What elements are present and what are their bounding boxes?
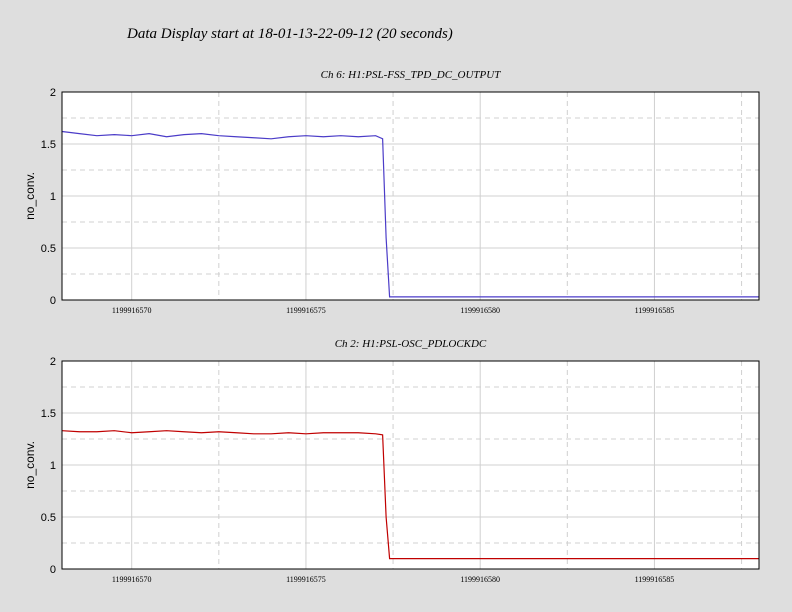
plot-border: [61, 360, 760, 570]
series-line: [61, 430, 759, 560]
y-tick-label: 2: [50, 356, 56, 368]
y-tick-label: 0.5: [41, 243, 56, 255]
x-tick-label: 1199916585: [635, 306, 675, 315]
y-tick-label: 1: [50, 191, 56, 203]
x-tick-label: 1199916580: [460, 306, 500, 315]
x-tick-label: 1199916575: [286, 306, 326, 315]
page-title: Data Display start at 18-01-13-22-09-12 …: [126, 26, 453, 42]
chart-title: Ch 6: H1:PSL-FSS_TPD_DC_OUTPUT: [321, 69, 502, 81]
y-tick-label: 1.5: [41, 139, 56, 151]
series-line: [61, 130, 759, 298]
y-tick-label: 0: [50, 295, 56, 307]
y-tick-label: 0.5: [41, 512, 56, 524]
x-tick-label: 1199916575: [286, 575, 326, 584]
chart-title: Ch 2: H1:PSL-OSC_PDLOCKDC: [335, 338, 487, 350]
y-tick-label: 1: [50, 460, 56, 472]
y-tick-label: 1.5: [41, 408, 56, 420]
x-tick-label: 1199916580: [460, 575, 500, 584]
y-axis-label: no_conv.: [23, 441, 37, 489]
plot-border: [61, 91, 760, 301]
x-tick-label: 1199916585: [635, 575, 675, 584]
y-tick-label: 0: [50, 564, 56, 576]
y-tick-label: 2: [50, 87, 56, 99]
x-tick-label: 1199916570: [112, 575, 152, 584]
x-tick-label: 1199916570: [112, 306, 152, 315]
y-axis-label: no_conv.: [23, 172, 37, 220]
